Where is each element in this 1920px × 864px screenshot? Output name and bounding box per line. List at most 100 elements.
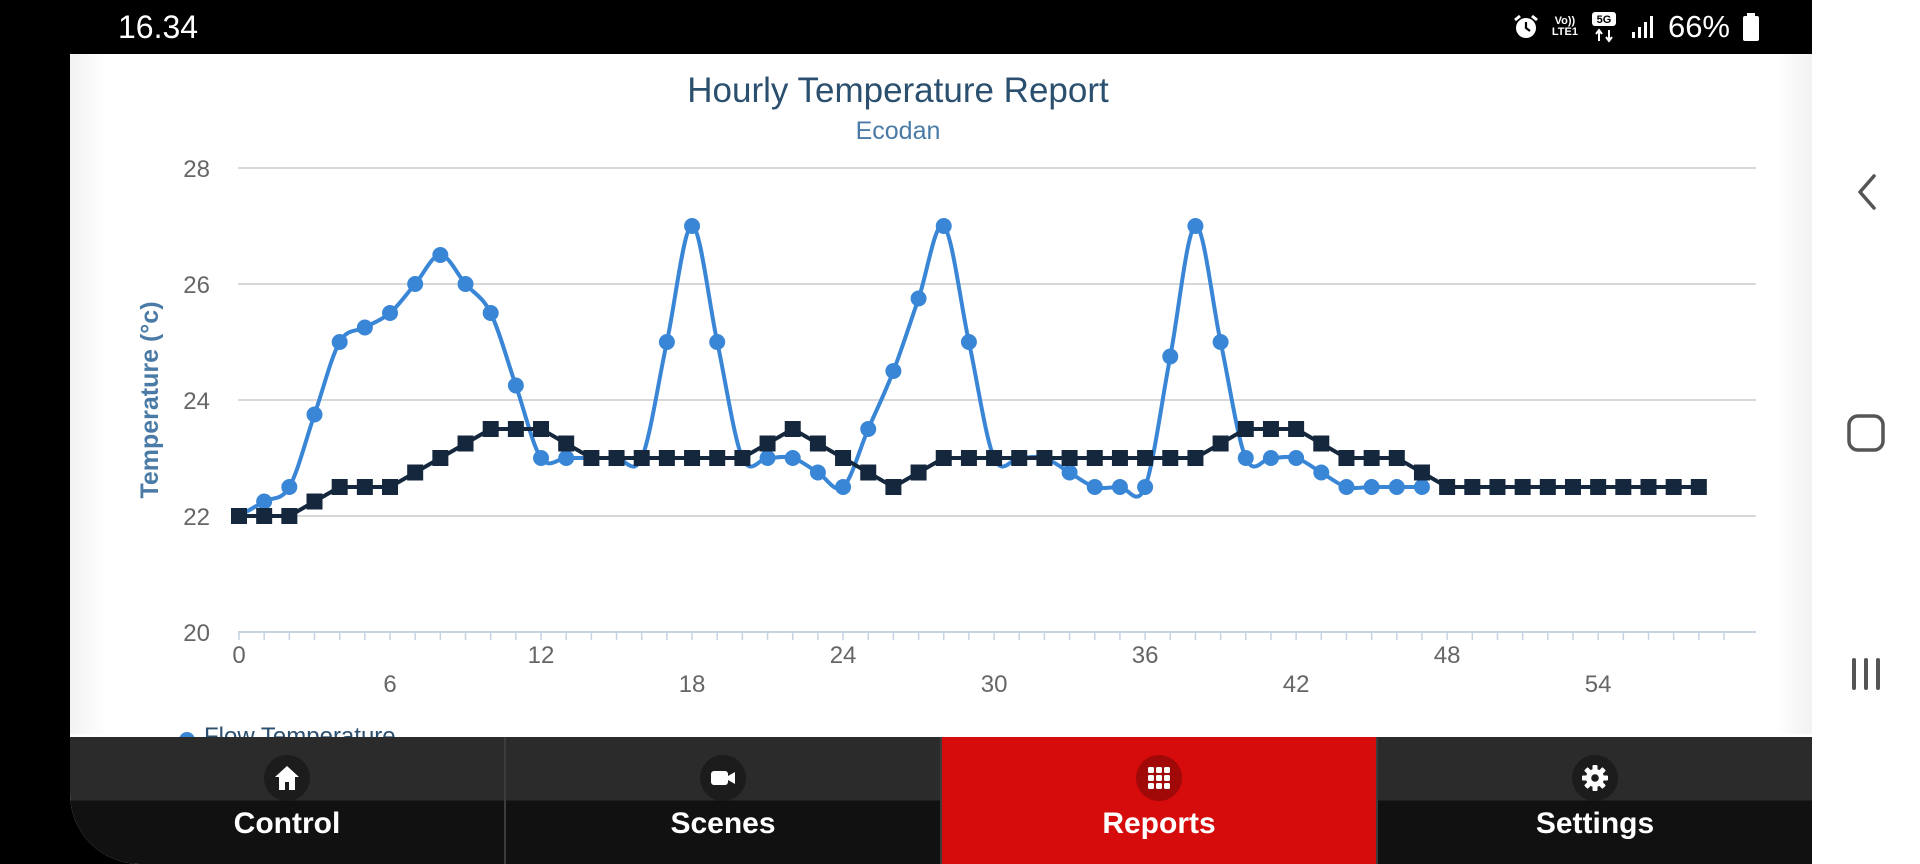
tab-reports[interactable]: Reports xyxy=(940,737,1376,864)
data-point xyxy=(986,450,1003,466)
data-point xyxy=(1489,479,1506,495)
data-point xyxy=(1187,450,1204,466)
data-point xyxy=(759,450,776,466)
volte-lte-icon: Vo)) LTE1 xyxy=(1551,15,1578,38)
data-point xyxy=(1313,435,1330,452)
panel-edge-left xyxy=(70,54,106,734)
video-camera-icon xyxy=(700,755,746,801)
status-icons: Vo)) LTE1 5G 66% xyxy=(1512,9,1760,45)
data-point xyxy=(885,363,902,379)
y-tick-label: 22 xyxy=(183,504,210,531)
app-screen: Hourly Temperature Report Ecodan 20 22 24 2… xyxy=(70,54,1812,864)
home-button-icon[interactable] xyxy=(1846,413,1886,453)
tab-control[interactable]: Control xyxy=(70,737,504,864)
data-point xyxy=(583,450,600,466)
data-point xyxy=(935,450,952,466)
series-circle-group xyxy=(231,218,1430,524)
data-point xyxy=(1262,421,1279,437)
x-tick-label: 42 xyxy=(1283,671,1310,698)
x-tick-label: 30 xyxy=(981,671,1008,698)
chart-title: Hourly Temperature Report xyxy=(687,71,1109,110)
data-point xyxy=(1212,334,1229,350)
data-point xyxy=(1086,479,1103,495)
x-tick-label: 0 xyxy=(232,642,245,669)
data-point xyxy=(1413,464,1430,481)
tab-label: Reports xyxy=(1102,807,1216,840)
data-point xyxy=(684,218,701,234)
data-point xyxy=(331,479,348,495)
tab-scenes[interactable]: Scenes xyxy=(504,737,940,864)
x-tick-label: 18 xyxy=(679,671,706,698)
data-point xyxy=(1615,479,1632,495)
data-point xyxy=(809,464,826,481)
back-icon[interactable] xyxy=(1854,172,1880,212)
data-point xyxy=(507,421,524,437)
signal-strength-icon xyxy=(1631,16,1653,38)
data-point xyxy=(1288,421,1305,437)
y-tick-label: 26 xyxy=(183,272,210,299)
data-point xyxy=(1388,479,1405,495)
data-point xyxy=(658,450,675,466)
x-tick-label: 48 xyxy=(1434,642,1461,669)
recent-apps-icon[interactable] xyxy=(1846,654,1886,694)
data-point xyxy=(633,450,650,466)
data-point xyxy=(1665,479,1682,495)
status-bar: 16.34 Vo)) LTE1 5G 66% xyxy=(0,0,1812,54)
data-point xyxy=(256,493,273,510)
alarm-icon xyxy=(1513,14,1538,38)
data-point xyxy=(1262,450,1279,466)
data-point xyxy=(935,218,952,234)
temperature-chart: 20 22 24 26 28 0 12 24 36 48 6 18 30 42 54 Temperature … xyxy=(136,156,1756,698)
data-point xyxy=(1388,450,1405,466)
x-tick-label: 36 xyxy=(1132,642,1159,669)
data-point xyxy=(1086,450,1103,466)
data-point xyxy=(1590,479,1607,495)
x-tick-label: 12 xyxy=(528,642,555,669)
data-point xyxy=(835,450,852,466)
data-point xyxy=(231,508,247,524)
data-point xyxy=(432,247,449,263)
data-point xyxy=(1237,450,1254,466)
data-point xyxy=(1640,479,1657,495)
data-point xyxy=(1162,348,1179,365)
data-point xyxy=(1111,479,1128,495)
data-point xyxy=(382,479,399,495)
data-point xyxy=(1137,450,1154,466)
home-icon xyxy=(264,755,310,801)
data-point xyxy=(457,276,474,292)
data-point xyxy=(281,508,298,524)
data-point xyxy=(331,334,348,350)
data-point xyxy=(658,334,675,350)
tab-settings[interactable]: Settings xyxy=(1376,737,1812,864)
data-point xyxy=(860,464,877,481)
5g-network-icon: 5G xyxy=(1591,12,1616,43)
data-point xyxy=(1439,479,1456,495)
x-tick-label: 24 xyxy=(830,642,857,669)
grid-icon xyxy=(1136,755,1182,801)
data-point xyxy=(1036,450,1053,466)
bottom-tab-bar: Control Scenes Reports xyxy=(70,737,1812,864)
battery-icon xyxy=(1743,13,1759,41)
data-point xyxy=(432,450,449,466)
data-point xyxy=(1464,479,1481,495)
data-point xyxy=(759,435,776,452)
data-point xyxy=(1137,479,1154,495)
data-point xyxy=(281,479,298,495)
data-point xyxy=(1363,479,1380,495)
data-point xyxy=(1338,450,1355,466)
data-point xyxy=(608,450,625,466)
legend-item-label: Flow Temperature xyxy=(204,726,396,740)
data-point xyxy=(709,334,726,350)
data-point xyxy=(533,421,550,437)
y-tick-label: 20 xyxy=(183,620,210,647)
data-point xyxy=(835,479,852,495)
svg-text:5G: 5G xyxy=(1597,14,1612,26)
data-point xyxy=(684,450,701,466)
data-point xyxy=(558,435,575,452)
gear-icon xyxy=(1572,755,1618,801)
data-point xyxy=(885,479,902,495)
status-time: 16.34 xyxy=(118,9,199,45)
chart-subtitle: Ecodan xyxy=(855,117,941,145)
data-point xyxy=(1111,450,1128,466)
data-point xyxy=(960,450,977,466)
